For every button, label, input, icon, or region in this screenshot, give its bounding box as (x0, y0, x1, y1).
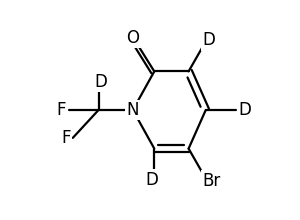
Text: F: F (61, 129, 71, 147)
Text: O: O (126, 29, 139, 47)
Text: D: D (238, 101, 251, 119)
Text: F: F (57, 101, 66, 119)
Text: D: D (146, 171, 159, 189)
Text: D: D (94, 73, 107, 91)
Text: D: D (202, 31, 215, 49)
Text: N: N (127, 101, 139, 119)
Text: Br: Br (202, 172, 220, 190)
